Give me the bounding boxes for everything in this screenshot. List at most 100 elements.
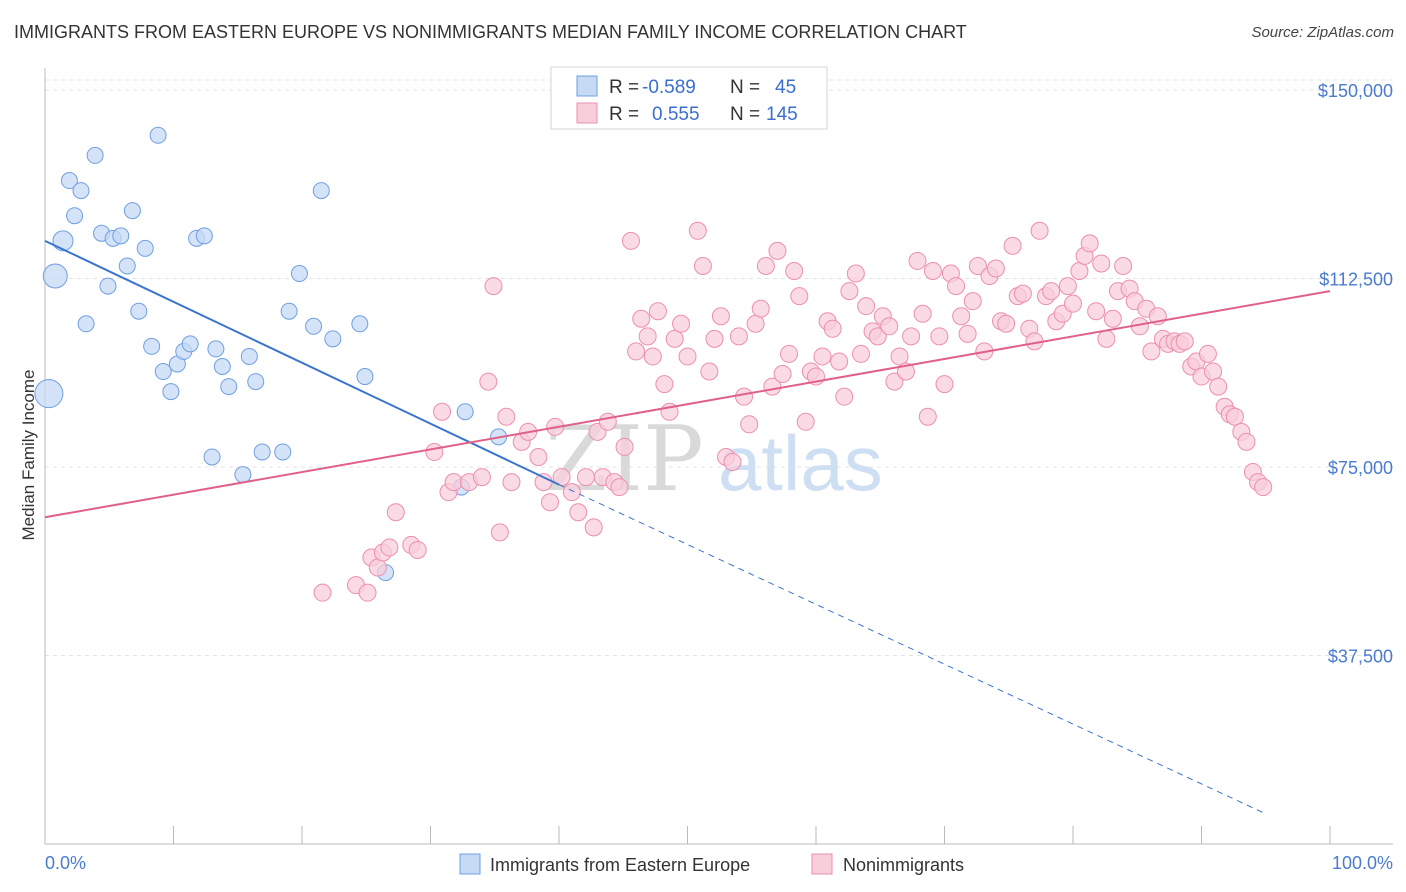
immigrants-point [312, 182, 330, 200]
immigrants-point [72, 182, 90, 200]
immigrants-point [118, 257, 136, 275]
nonimmigrants-point [632, 309, 651, 328]
series-legend: Immigrants from Eastern Europe Nonimmigr… [459, 853, 964, 875]
nonimmigrants-point [1042, 282, 1061, 301]
zipatlas-watermark: ZIP atlas [545, 407, 883, 512]
nonimmigrants-point [648, 302, 667, 321]
legend-n-label-2: N = [730, 104, 760, 125]
immigrants-point [203, 448, 221, 466]
nonimmigrants-point [902, 327, 921, 346]
y-tick-label: $112,500 [1319, 270, 1393, 290]
nonimmigrants-point [672, 314, 691, 333]
axes [44, 68, 1393, 845]
nonimmigrants-point [358, 583, 377, 602]
nonimmigrants-point [885, 372, 904, 391]
nonimmigrants-point [923, 262, 942, 280]
immigrants-point [143, 337, 161, 355]
immigrants-trend-extension [558, 484, 1266, 815]
nonimmigrants-point [534, 473, 553, 492]
chart-title: IMMIGRANTS FROM EASTERN EUROPE VS NONIMM… [14, 22, 967, 42]
legend-n-label-1: N = [730, 77, 760, 98]
nonimmigrants-point [562, 483, 581, 502]
immigrants-point [213, 358, 231, 375]
immigrants-point [136, 239, 154, 257]
nonimmigrants-point [1070, 262, 1089, 280]
nonimmigrants-point [655, 375, 674, 394]
nonimmigrants-point [908, 251, 927, 270]
nonimmigrants-point [835, 387, 854, 406]
watermark-atlas: atlas [718, 419, 883, 507]
immigrants-point [60, 172, 78, 190]
immigrants-point [240, 347, 258, 365]
immigrants-point [130, 302, 148, 320]
nonimmigrants-point [502, 473, 521, 492]
immigrants-point [66, 207, 84, 225]
immigrants-point [234, 466, 252, 484]
nonimmigrants-point [693, 256, 712, 275]
immigrants-point [99, 277, 117, 295]
nonimmigrants-point [584, 518, 603, 537]
x-tick-label-start: 0.0% [45, 853, 86, 873]
y-tick-label: $150,000 [1318, 81, 1393, 101]
nonimmigrants-point [918, 407, 937, 426]
nonimmigrants-point [930, 327, 949, 346]
nonimmigrants-point [610, 478, 629, 497]
source-label: Source: ZipAtlas.com [1251, 24, 1394, 41]
nonimmigrants-point [1103, 309, 1122, 328]
nonimmigrants-point [313, 583, 332, 602]
immigrants-point [324, 330, 342, 348]
nonimmigrants-point [615, 437, 634, 456]
legend-n-value-2: 145 [766, 104, 798, 125]
immigrants-point [86, 146, 104, 164]
immigrants-point [207, 340, 225, 358]
immigrants-point [52, 230, 74, 252]
nonimmigrants-point [1080, 234, 1099, 253]
nonimmigrants-point [1142, 342, 1161, 361]
immigrants-point [162, 383, 180, 401]
y-tick-label: $75,000 [1328, 458, 1393, 478]
nonimmigrants-point [1087, 302, 1106, 321]
nonimmigrants-point [952, 307, 971, 326]
series-label-immigrants: Immigrants from Eastern Europe [490, 855, 750, 875]
nonimmigrants-point [541, 493, 560, 512]
immigrants-point [34, 379, 64, 409]
nonimmigrants-point [386, 503, 405, 522]
immigrants-point [149, 126, 167, 144]
legend-swatch-pink [576, 102, 598, 124]
nonimmigrants-point [958, 324, 977, 343]
nonimmigrants-point [986, 259, 1005, 278]
nonimmigrants-point [780, 344, 799, 363]
nonimmigrants-point [813, 347, 832, 366]
trend-lines [44, 239, 1331, 815]
nonimmigrants-point [408, 540, 427, 559]
nonimmigrants-point [472, 468, 491, 487]
nonimmigrants-point [484, 277, 503, 296]
nonimmigrants-point [598, 412, 617, 431]
nonimmigrants-point [479, 372, 498, 391]
nonimmigrants-point [444, 473, 463, 492]
legend-r-label-2: R = [609, 104, 639, 125]
nonimmigrants-point [1003, 236, 1022, 255]
nonimmigrants-point [380, 538, 399, 557]
immigrants-point [247, 373, 265, 391]
immigrants-point [77, 315, 95, 333]
tick-labels: $37,500 $75,000 $112,500 $150,000 0.0% 100.0% [45, 81, 1393, 873]
nonimmigrants-point [711, 307, 730, 326]
nonimmigrants-trend-line [44, 290, 1331, 519]
nonimmigrants-point [678, 347, 697, 366]
nonimmigrants-point [846, 264, 865, 283]
nonimmigrants-point [1225, 407, 1244, 426]
nonimmigrants-point [621, 231, 640, 250]
immigrants-point [280, 302, 298, 320]
nonimmigrants-point [857, 297, 876, 316]
nonimmigrants-point [746, 314, 765, 333]
nonimmigrants-point [823, 319, 842, 338]
nonimmigrants-point [569, 503, 588, 522]
immigrants-point [123, 202, 141, 220]
immigrants-point [253, 443, 271, 461]
immigrants-point [220, 378, 238, 396]
nonimmigrants-point [785, 262, 804, 280]
series-swatch-immigrants [459, 853, 481, 875]
correlation-legend: R = -0.589 N = 45 R = 0.555 N = 145 [550, 66, 828, 130]
